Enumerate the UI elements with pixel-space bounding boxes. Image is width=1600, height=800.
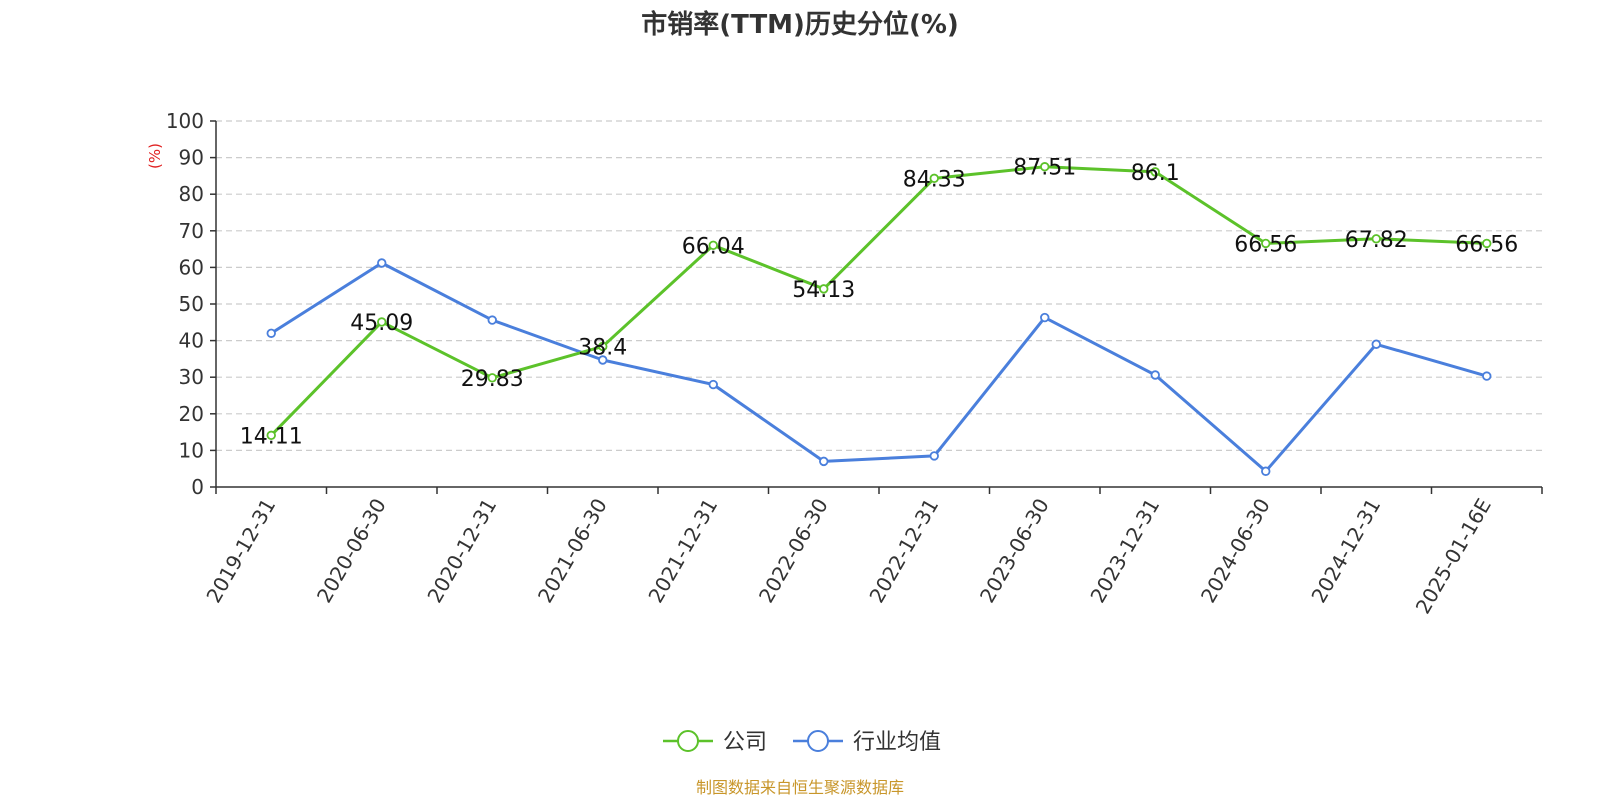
y-tick-label: 90 <box>179 146 204 170</box>
series-0-point[interactable] <box>708 240 718 250</box>
series-1-point[interactable] <box>377 258 387 268</box>
x-tick-label: 2020-06-30 <box>312 494 391 607</box>
data-label: 67.82 <box>1345 228 1408 253</box>
data-label: 29.83 <box>461 367 524 392</box>
series-0-point[interactable] <box>377 317 387 327</box>
series-1-point[interactable] <box>1371 339 1381 349</box>
x-tick-label: 2019-12-31 <box>201 494 280 607</box>
x-tick-label: 2024-06-30 <box>1196 494 1275 607</box>
series-1-point[interactable] <box>487 315 497 325</box>
series-0-point[interactable] <box>1482 238 1492 249</box>
legend-marker <box>677 730 699 752</box>
legend-item-0[interactable]: 公司 <box>663 730 767 755</box>
data-label: 45.09 <box>350 311 413 336</box>
y-tick-label: 0 <box>191 475 204 499</box>
x-tick-label: 2021-12-31 <box>643 494 722 607</box>
data-label: 66.04 <box>682 234 745 259</box>
data-label: 84.33 <box>903 167 966 192</box>
y-axis-label: (%) <box>146 143 164 169</box>
series-0-point[interactable] <box>598 341 608 352</box>
x-tick-label: 2024-12-31 <box>1306 494 1385 607</box>
x-tick-label: 2023-12-31 <box>1085 494 1164 607</box>
series-1-point[interactable] <box>598 355 608 365</box>
data-label: 54.13 <box>792 278 855 303</box>
series-0-point[interactable] <box>487 373 497 383</box>
x-tick-label: 2023-06-30 <box>975 494 1054 607</box>
data-label: 14.11 <box>240 424 303 449</box>
series-0-point[interactable] <box>1261 238 1271 249</box>
series-1-point[interactable] <box>1482 371 1492 381</box>
data-label: 86.1 <box>1131 161 1180 186</box>
y-tick-label: 100 <box>166 109 204 133</box>
series <box>266 162 1492 476</box>
x-tick-label: 2020-12-31 <box>422 494 501 607</box>
legend-label: 公司 <box>723 730 767 755</box>
x-tick-label: 2022-06-30 <box>754 494 833 607</box>
legend[interactable]: 公司 行业均值 <box>663 730 941 755</box>
series-0-point[interactable] <box>1150 167 1160 177</box>
data-label: 66.56 <box>1455 232 1518 257</box>
legend-item-1[interactable]: 行业均值 <box>793 730 941 755</box>
series-0-point[interactable] <box>266 430 276 441</box>
series-1-point[interactable] <box>1040 312 1050 323</box>
series-1-point[interactable] <box>1261 466 1271 476</box>
series-1-point[interactable] <box>708 379 718 390</box>
data-label: 66.56 <box>1234 232 1297 257</box>
y-tick-label: 40 <box>179 329 204 353</box>
data-label: 87.51 <box>1013 156 1076 181</box>
series-1-point[interactable] <box>266 328 276 338</box>
series-0-point[interactable] <box>929 173 939 184</box>
legend-label: 行业均值 <box>853 730 941 755</box>
x-tick-labels: 2019-12-31 2020-06-30 2020-12-31 2021-06-30… <box>201 494 1495 618</box>
series-1-point[interactable] <box>929 451 939 461</box>
y-tick-label: 50 <box>179 292 204 316</box>
y-tick-labels: 0 10 20 30 40 50 60 70 80 90 100 <box>166 109 204 499</box>
series-line-1 <box>270 261 1488 473</box>
y-tick-label: 30 <box>179 365 204 389</box>
series-0-point[interactable] <box>819 284 829 294</box>
grid-lines <box>216 120 1542 451</box>
legend-marker <box>807 730 829 752</box>
series-line-0 <box>270 165 1487 437</box>
series-1-point[interactable] <box>1150 370 1160 380</box>
y-tick-label: 80 <box>179 182 204 206</box>
chart-title: 市销率(TTM)历史分位(%) <box>641 9 959 40</box>
y-tick-label: 10 <box>179 438 204 462</box>
data-labels: 14.11 45.09 29.83 38.4 66.04 54.13 84.33 87.51 8… <box>240 156 1518 450</box>
x-tick-label: 2021-06-30 <box>533 494 612 607</box>
y-tick-label: 20 <box>179 402 204 426</box>
x-tick-label: 2022-12-31 <box>864 494 943 607</box>
data-label: 38.4 <box>578 335 627 360</box>
series-1-point[interactable] <box>819 456 829 467</box>
x-tick-label: 2025-01-16E <box>1411 494 1496 618</box>
series-0-point[interactable] <box>1371 234 1381 244</box>
series-0-point[interactable] <box>1040 162 1050 172</box>
y-tick-label: 60 <box>179 255 204 279</box>
axes <box>210 120 1543 494</box>
y-tick-label: 70 <box>179 219 204 243</box>
source-note: 制图数据来自恒生聚源数据库 <box>696 778 904 797</box>
